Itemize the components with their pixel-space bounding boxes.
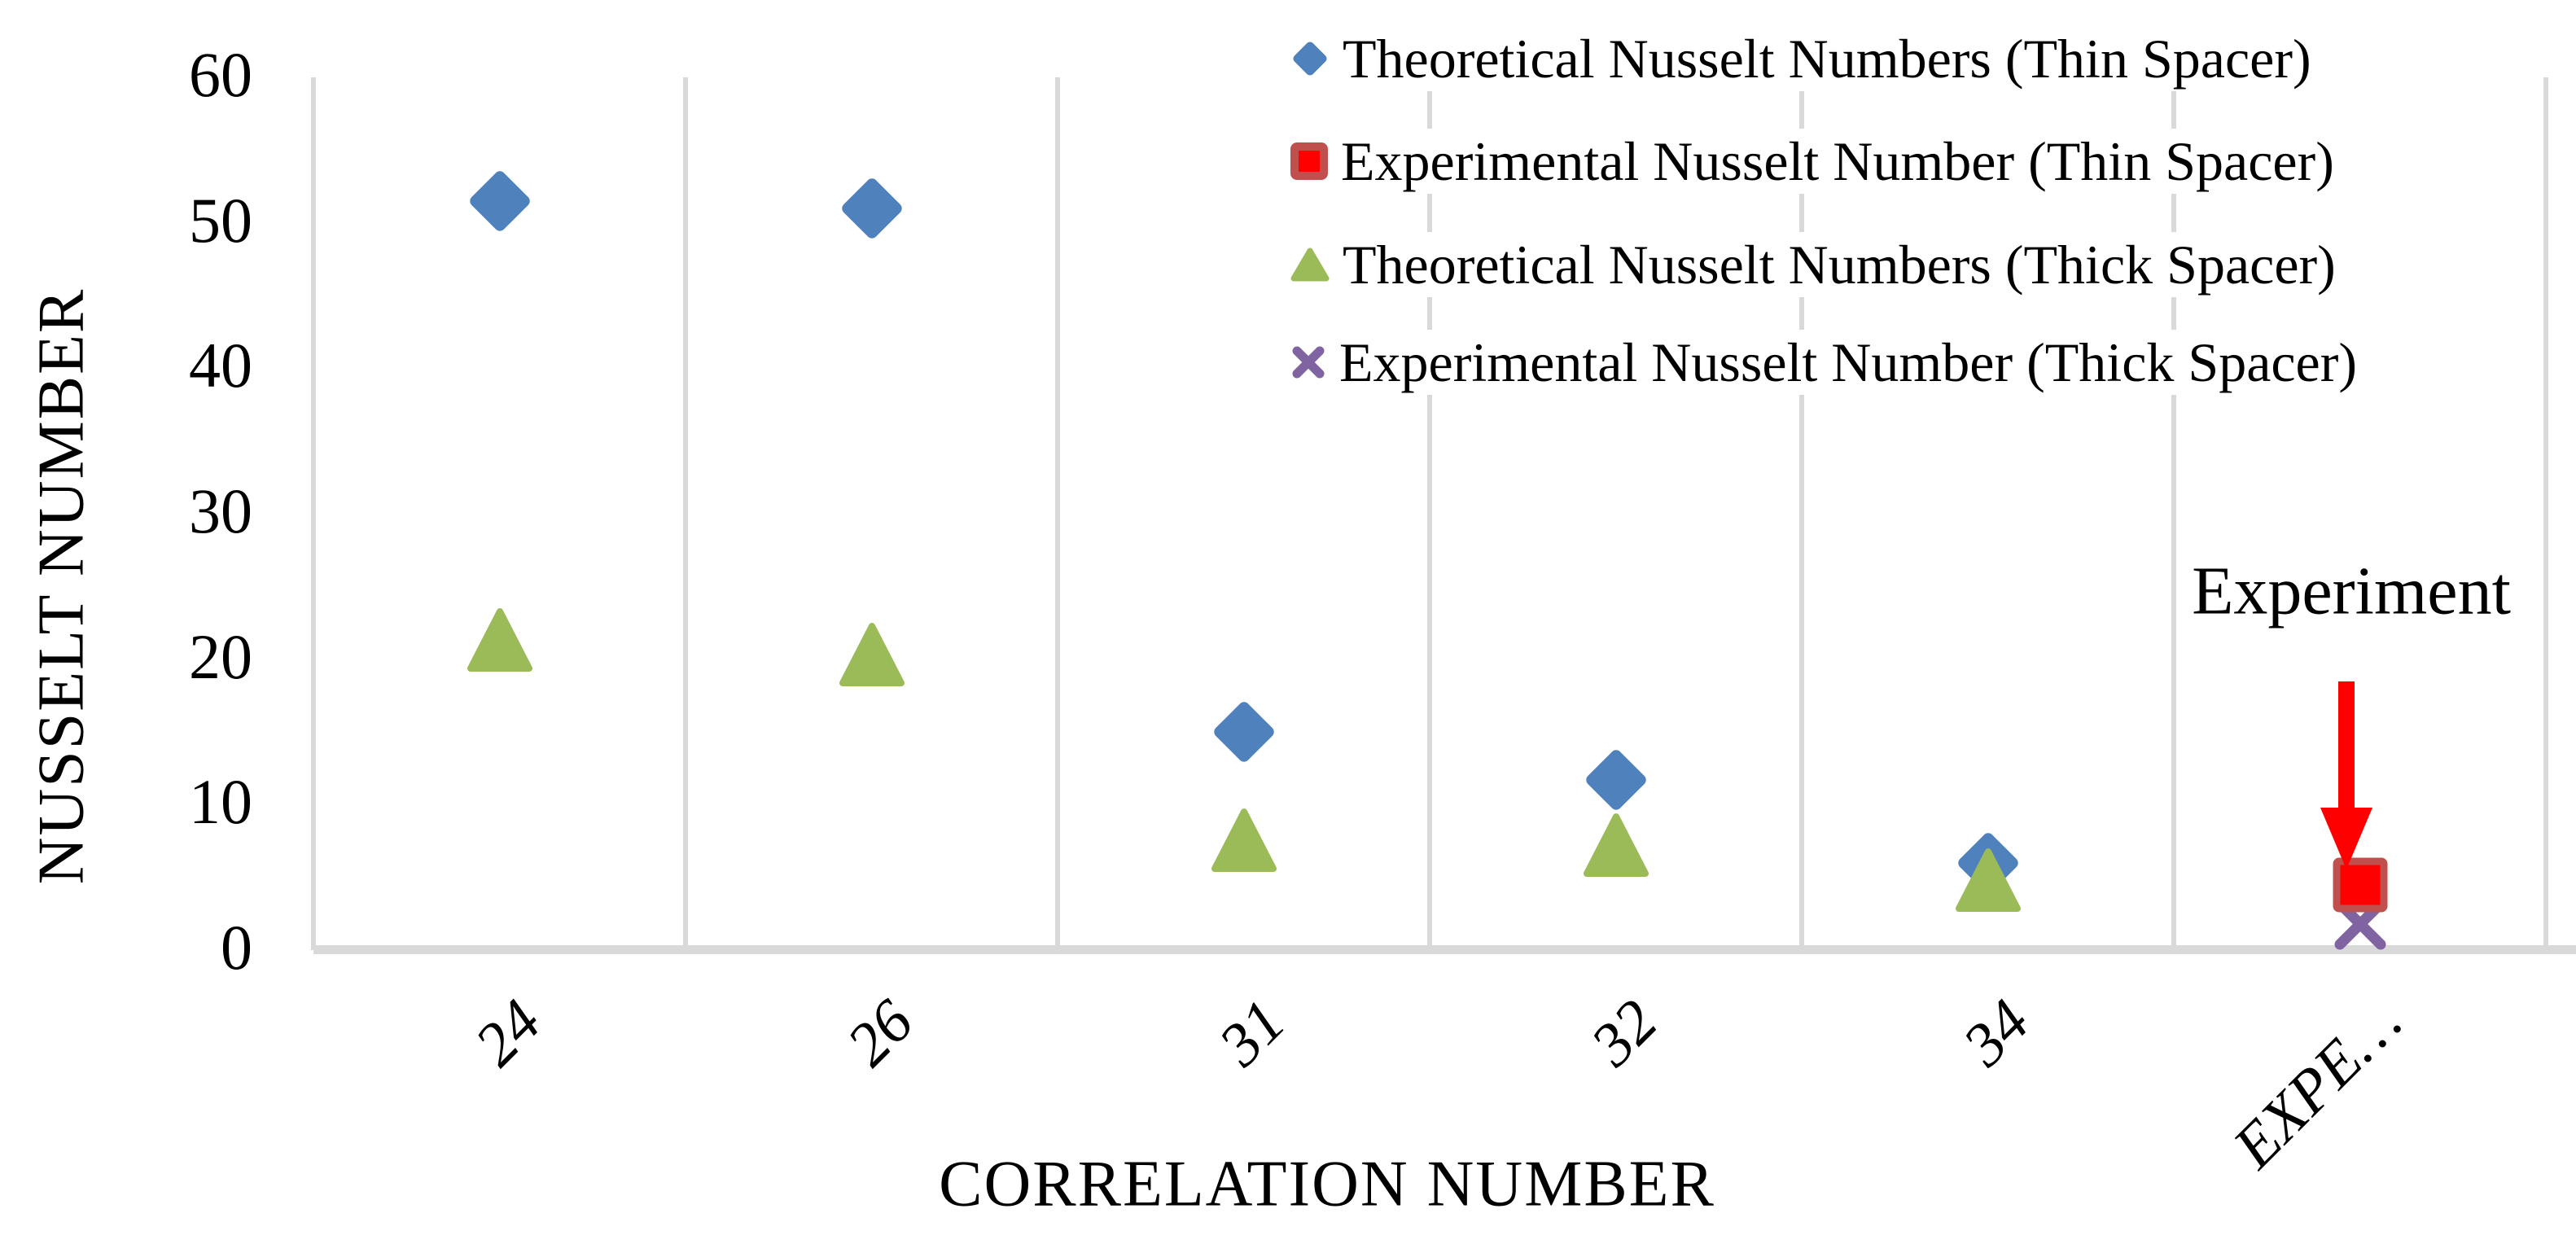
- legend-label: Theoretical Nusselt Numbers (Thick Space…: [1343, 234, 2336, 296]
- gridline: [2543, 77, 2548, 950]
- data-point-triangle: [1954, 843, 2022, 912]
- experiment-annotation: Experiment: [2192, 553, 2511, 629]
- legend-label: Theoretical Nusselt Numbers (Thin Spacer…: [1343, 28, 2311, 90]
- y-axis-title: NUSSELT NUMBER: [25, 287, 98, 885]
- legend-item-thin-experimental: Experimental Nusselt Number (Thin Spacer…: [1290, 129, 2342, 194]
- data-point-triangle: [1582, 808, 1650, 877]
- arrow-shaft: [2338, 681, 2355, 808]
- y-tick-label: 50: [189, 184, 252, 256]
- gridline: [2171, 77, 2176, 950]
- gridline: [1799, 77, 1804, 950]
- y-tick-label: 10: [189, 766, 252, 838]
- data-point-diamond: [838, 174, 906, 243]
- legend-item-thick-experimental: Experimental Nusselt Number (Thick Space…: [1290, 330, 2366, 395]
- legend-item-thin-theoretical: Theoretical Nusselt Numbers (Thin Spacer…: [1290, 26, 2320, 91]
- legend-item-thick-theoretical: Theoretical Nusselt Numbers (Thick Space…: [1290, 232, 2344, 297]
- gridline: [683, 77, 688, 950]
- x-axis-title: CORRELATION NUMBER: [939, 1148, 1715, 1220]
- data-point-triangle: [466, 603, 534, 672]
- y-tick-label: 0: [221, 911, 252, 983]
- x-axis-line: [313, 945, 2576, 954]
- data-point-diamond: [1582, 746, 1650, 814]
- legend-label: Experimental Nusselt Number (Thin Spacer…: [1341, 130, 2334, 192]
- data-point-triangle: [1210, 804, 1278, 873]
- square-marker-icon: [1290, 142, 1328, 180]
- x-tick-label: 32: [1577, 987, 1671, 1080]
- data-point-diamond: [466, 167, 534, 235]
- y-tick-label: 30: [189, 475, 252, 546]
- gridline: [311, 77, 316, 950]
- gridline: [1055, 77, 1060, 950]
- y-tick-label: 20: [189, 620, 252, 692]
- gridline: [1427, 77, 1432, 950]
- x-marker-icon: [1290, 344, 1326, 380]
- x-tick-label: 31: [1205, 987, 1299, 1080]
- triangle-marker-icon: [1290, 247, 1330, 283]
- y-tick-label: 40: [189, 330, 252, 401]
- x-tick-label: EXPE…: [2219, 987, 2415, 1181]
- x-tick-label: 24: [461, 987, 554, 1080]
- data-point-triangle: [838, 618, 906, 686]
- diamond-marker-icon: [1290, 39, 1330, 78]
- y-tick-label: 60: [189, 38, 252, 110]
- x-tick-label: 26: [833, 987, 927, 1080]
- x-tick-label: 34: [1949, 987, 2043, 1080]
- data-point-diamond: [1210, 698, 1278, 766]
- legend-label: Experimental Nusselt Number (Thick Space…: [1339, 331, 2358, 393]
- arrow-head: [2320, 808, 2372, 869]
